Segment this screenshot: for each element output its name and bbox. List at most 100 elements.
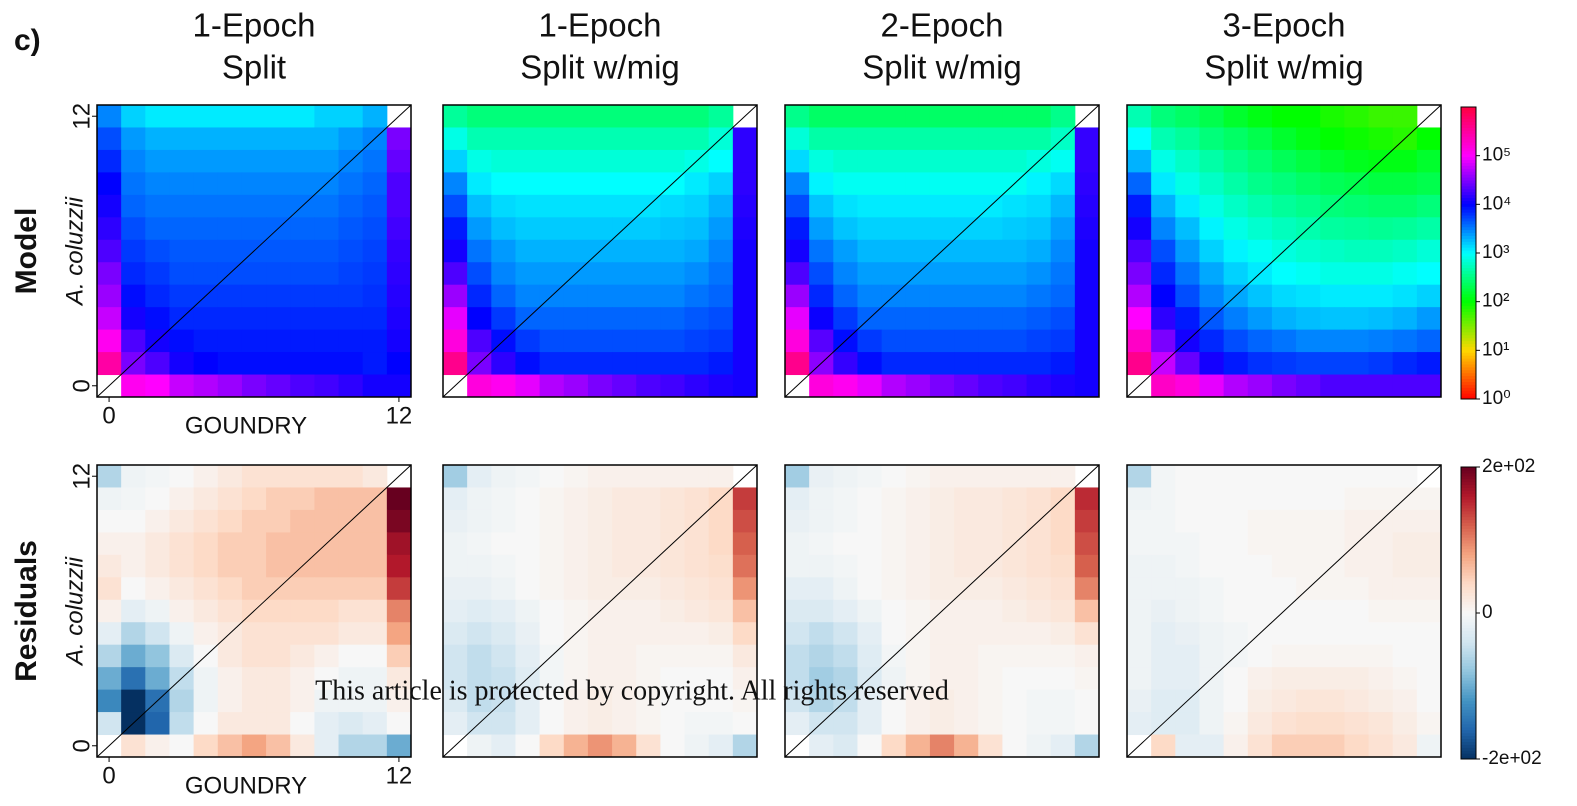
heatmap-cell — [1175, 577, 1200, 601]
colorbar-step — [1461, 226, 1476, 231]
heatmap-cell — [467, 105, 492, 128]
heatmap-cell — [169, 284, 195, 308]
heatmap-cell — [1074, 127, 1100, 151]
heatmap-cell — [1368, 689, 1394, 713]
heatmap-cell — [684, 239, 710, 263]
heatmap-cell — [241, 577, 267, 601]
heatmap-cell — [1026, 622, 1052, 646]
heatmap-cell — [1392, 689, 1418, 713]
row-label: Model — [10, 208, 43, 295]
heatmap-cell — [169, 239, 195, 263]
heatmap-cell — [290, 127, 315, 151]
heatmap-cell — [1392, 284, 1418, 308]
heatmap-cell — [1296, 352, 1321, 376]
heatmap-cell — [857, 712, 883, 736]
x-axis-label: GOUNDRY — [185, 412, 307, 439]
panel-frame — [96, 464, 412, 758]
heatmap-cell — [1320, 509, 1345, 533]
heatmap-cell — [169, 734, 195, 758]
heatmap-cell — [1223, 712, 1249, 736]
heatmap-cell — [1416, 239, 1442, 263]
heatmap-cell — [539, 667, 565, 691]
heatmap-cell — [121, 577, 146, 601]
heatmap-cell — [1271, 284, 1297, 308]
heatmap-cell — [1026, 307, 1052, 331]
heatmap-cell — [1026, 532, 1052, 556]
heatmap-cell — [1199, 509, 1225, 533]
heatmap-cell — [660, 577, 686, 601]
colorbar-step — [1461, 133, 1476, 137]
heatmap-cell — [193, 734, 219, 758]
heatmap-cell — [217, 194, 243, 218]
colorbar-step — [1461, 349, 1476, 353]
heatmap-cell — [338, 194, 364, 218]
heatmap-cell — [266, 554, 291, 578]
heatmap-cell — [660, 734, 686, 758]
heatmap-cell — [785, 217, 810, 241]
heatmap-cell — [1392, 734, 1418, 758]
heatmap-cell — [1344, 689, 1370, 713]
heatmap-cell — [636, 217, 661, 241]
heatmap-cell — [1368, 262, 1394, 286]
heatmap-cell — [905, 307, 931, 331]
heatmap-cell — [193, 599, 219, 623]
heatmap-cell — [386, 509, 412, 533]
heatmap-cell — [1002, 734, 1028, 758]
colorbar-step — [1461, 372, 1476, 377]
heatmap-cell — [1151, 509, 1176, 533]
heatmap-cell — [785, 532, 810, 556]
heatmap-cell — [338, 239, 364, 263]
colorbar-step — [1461, 302, 1476, 307]
heatmap-cell — [684, 487, 710, 511]
heatmap-cell — [1223, 509, 1249, 533]
heatmap-cell — [636, 644, 661, 668]
heatmap-cell — [587, 577, 613, 601]
heatmap-cell — [833, 149, 858, 173]
heatmap-cell — [314, 509, 340, 533]
heatmap-cell — [169, 577, 195, 601]
heatmap-cell — [491, 577, 516, 601]
heatmap-cell — [314, 644, 340, 668]
heatmap-cell — [1296, 172, 1321, 196]
heatmap-cell — [785, 487, 810, 511]
heatmap-cell — [241, 352, 267, 376]
heatmap-cell — [217, 329, 243, 353]
heatmap-cell — [467, 194, 492, 218]
heatmap-cell — [1344, 599, 1370, 623]
colorbar-step — [1461, 580, 1476, 585]
heatmap-cell — [1247, 149, 1273, 173]
heatmap-cell — [978, 465, 1003, 488]
heatmap-cell — [1223, 352, 1249, 376]
heatmap-cell — [881, 172, 907, 196]
heatmap-cell — [1127, 217, 1152, 241]
heatmap-cell — [241, 487, 267, 511]
colorbar-step — [1461, 548, 1476, 553]
heatmap-cell — [881, 577, 907, 601]
heatmap-cell — [809, 599, 834, 623]
heatmap-cell — [1074, 149, 1100, 173]
heatmap-cell — [386, 172, 412, 196]
heatmap-cell — [1050, 374, 1076, 398]
heatmap-cell — [1127, 239, 1152, 263]
heatmap-cell — [732, 644, 758, 668]
heatmap-cell — [193, 352, 219, 376]
heatmap-cell — [290, 689, 315, 713]
heatmap-cell — [785, 554, 810, 578]
heatmap-cell — [563, 487, 589, 511]
heatmap-cell — [954, 622, 979, 646]
heatmap-cell — [905, 194, 931, 218]
heatmap-cell — [563, 307, 589, 331]
heatmap-cell — [1344, 734, 1370, 758]
colorbar-step — [1461, 618, 1476, 623]
heatmap-cell — [145, 712, 170, 736]
heatmap-cell — [217, 599, 243, 623]
heatmap-cell — [1199, 262, 1225, 286]
heatmap-cell — [515, 127, 541, 151]
heatmap-cell — [539, 262, 565, 286]
heatmap-cell — [563, 532, 589, 556]
colorbar-step — [1461, 185, 1476, 190]
heatmap-cell — [1320, 105, 1345, 128]
heatmap-cell — [1127, 667, 1152, 691]
heatmap-cell — [145, 239, 170, 263]
colorbar-step — [1461, 575, 1476, 579]
